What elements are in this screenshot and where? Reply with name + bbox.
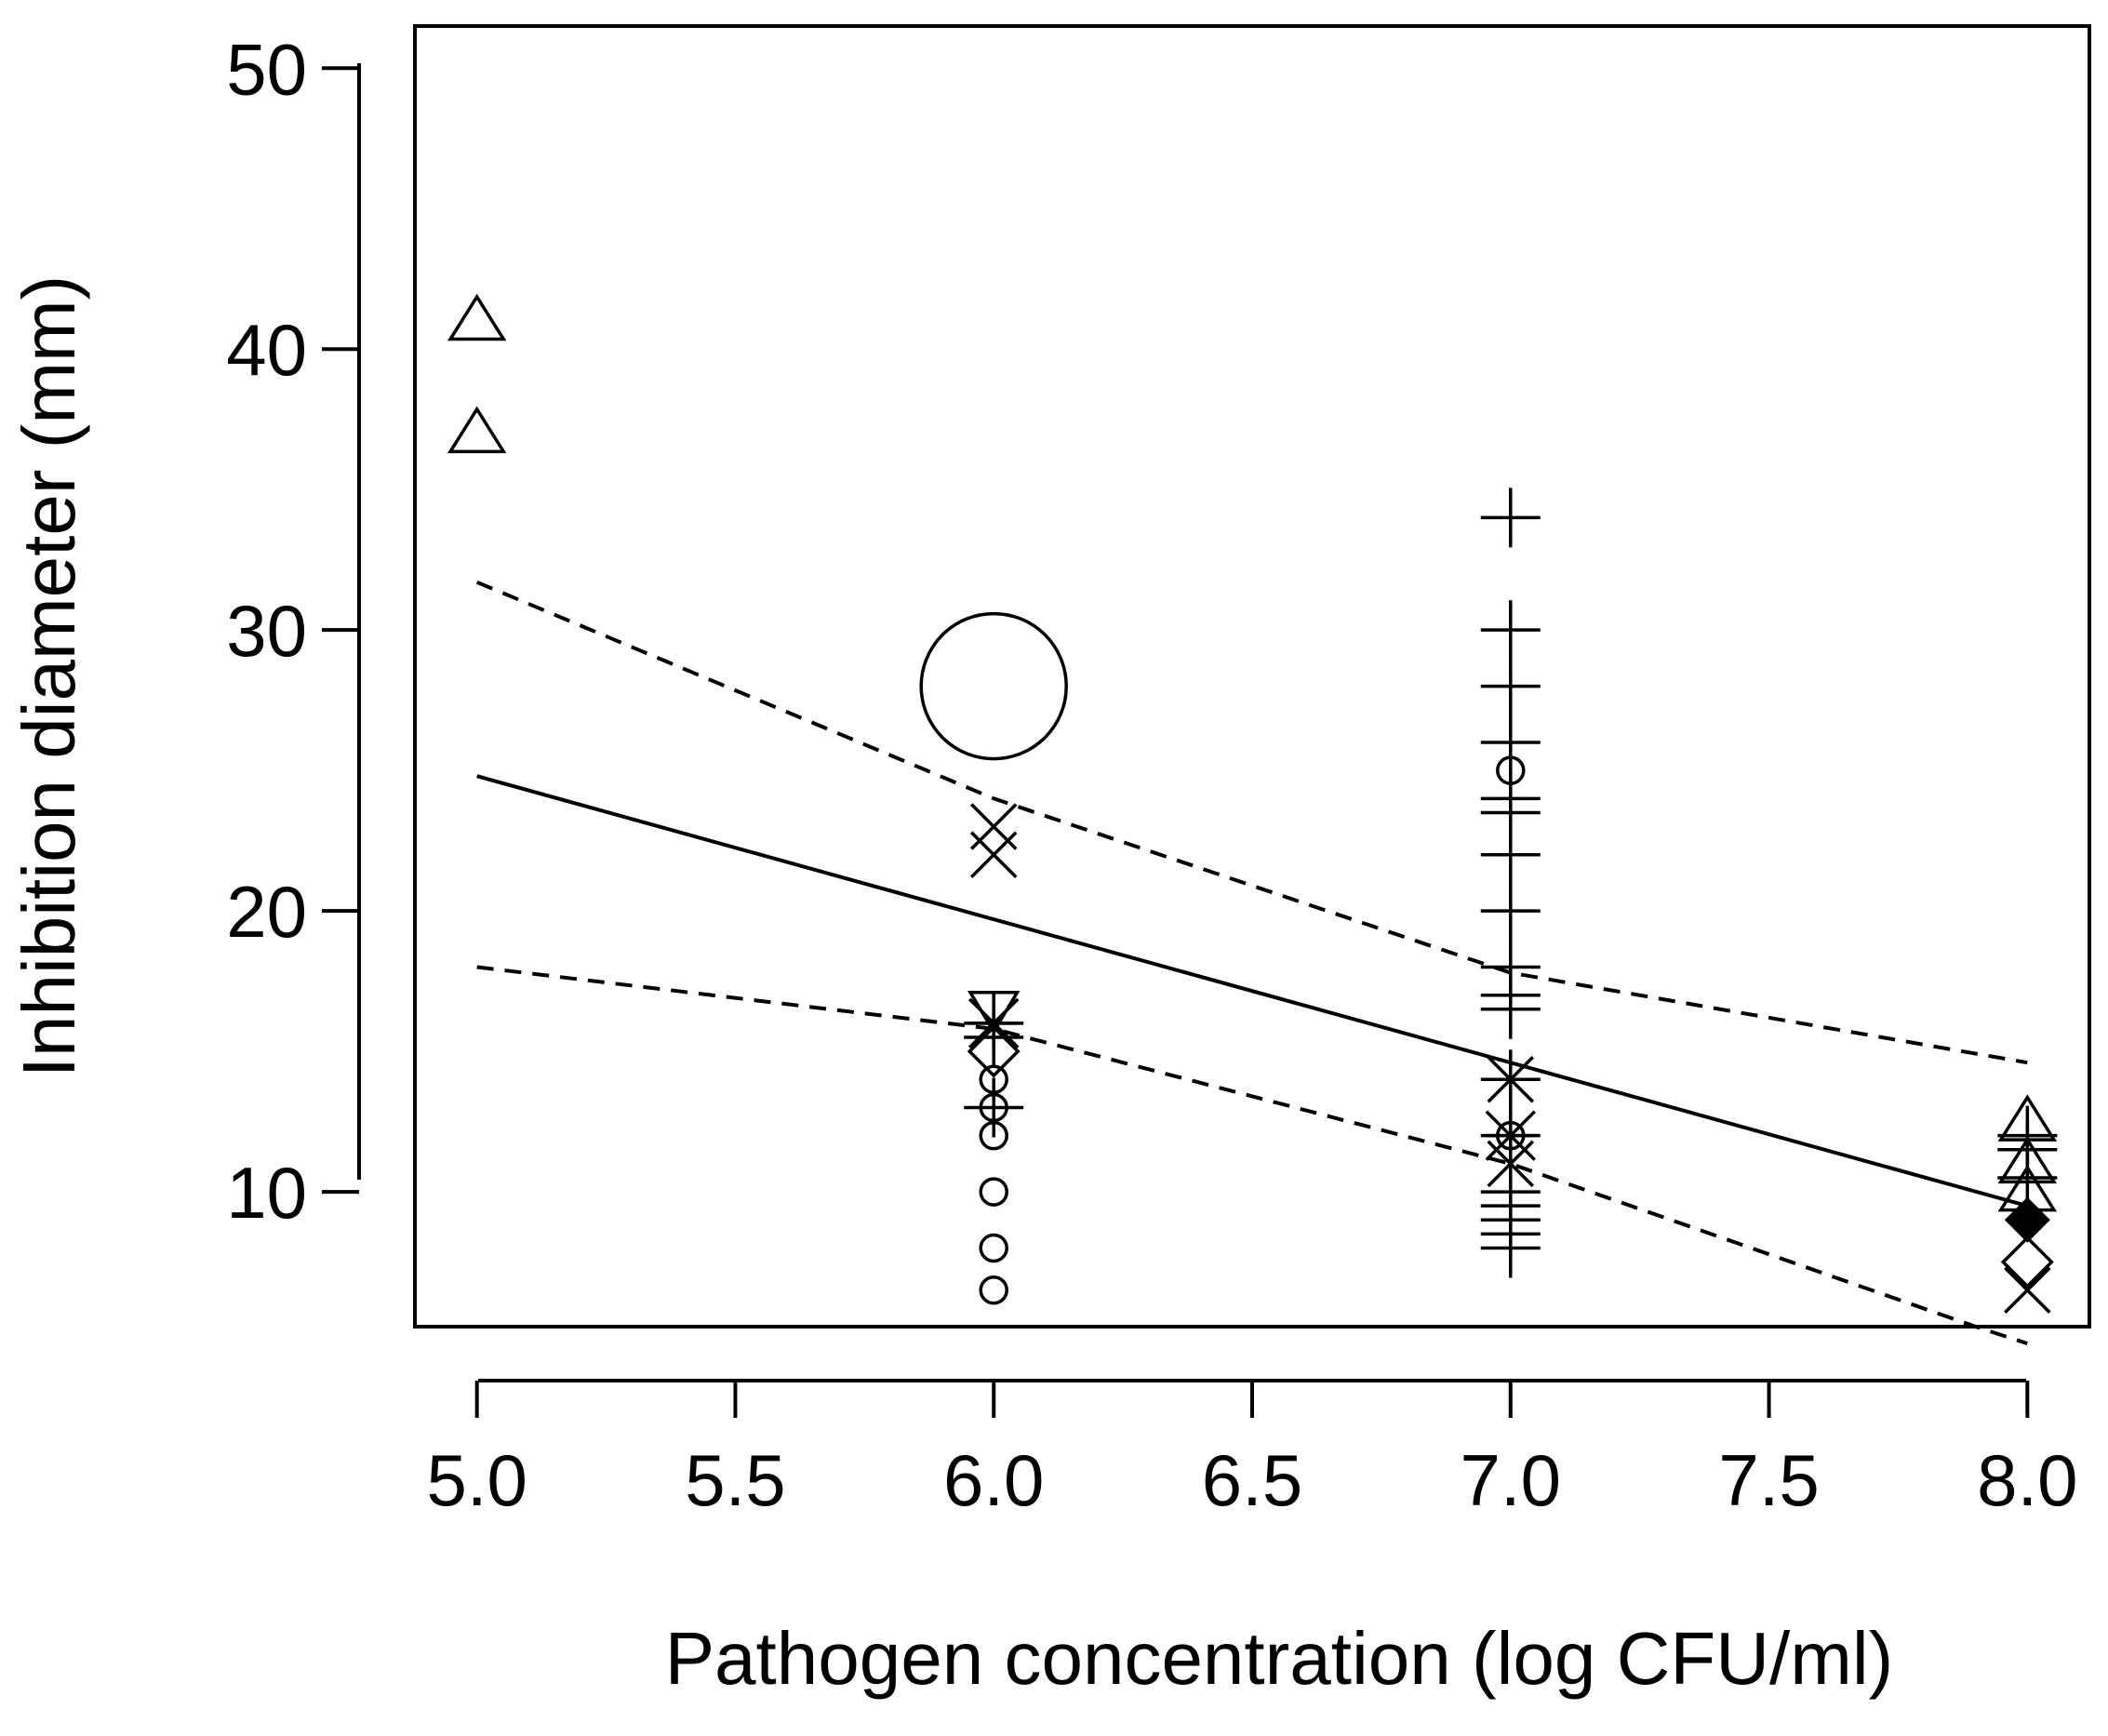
data-point-plus — [964, 1077, 1024, 1138]
data-point-triangle-down — [967, 991, 1021, 1035]
data-point-asterisk — [1485, 1110, 1537, 1161]
y-tick-label: 20 — [226, 871, 307, 953]
x-tick-label: 6.0 — [943, 1439, 1044, 1521]
x-tick-label: 8.0 — [1977, 1439, 2077, 1521]
data-point-plus — [1480, 979, 1541, 1039]
confidence-band-line — [475, 580, 2028, 1065]
x-tick-label: 5.5 — [685, 1439, 785, 1521]
data-point-plus — [1480, 656, 1541, 716]
data-point-diamond-filled — [2004, 1196, 2050, 1243]
data-point-x — [969, 803, 1018, 850]
data-point-triangle-up — [447, 406, 507, 454]
data-point-diamond — [967, 1024, 1021, 1078]
data-point-circle-large — [919, 611, 1068, 761]
data-point-plus — [1480, 1218, 1541, 1278]
regression-line — [476, 774, 2028, 1209]
y-tick-label: 50 — [226, 28, 307, 110]
data-point-plus — [1480, 1049, 1541, 1110]
x-tick-label: 7.5 — [1718, 1439, 1819, 1521]
confidence-band-line — [476, 965, 2028, 1346]
data-point-plus — [1480, 824, 1541, 885]
data-point-plus — [1480, 487, 1541, 548]
data-point-circle — [979, 1177, 1008, 1207]
data-point-x — [969, 831, 1018, 878]
y-tick-label: 30 — [226, 590, 307, 672]
x-tick-label: 6.5 — [1202, 1439, 1302, 1521]
data-point-circle — [979, 1233, 1008, 1263]
data-point-plus — [1480, 881, 1541, 941]
data-point-asterisk — [967, 997, 1020, 1049]
data-point-plus — [1480, 712, 1541, 772]
data-point-triangle-up — [447, 293, 507, 341]
x-tick-label: 5.0 — [426, 1439, 527, 1521]
data-point-x — [2004, 1266, 2051, 1314]
data-point-circle — [979, 1275, 1008, 1305]
data-point-diamond — [2000, 1235, 2054, 1289]
plot-frame — [413, 24, 2091, 1329]
y-tick-label: 40 — [226, 309, 307, 391]
data-point-plus — [1480, 600, 1541, 661]
x-axis-title: Pathogen concentration (log CFU/ml) — [665, 1617, 1894, 1700]
x-tick-label: 7.0 — [1461, 1439, 1561, 1521]
y-axis-title: Inhibition diameter (mm) — [7, 275, 90, 1078]
y-tick-label: 10 — [226, 1152, 307, 1234]
